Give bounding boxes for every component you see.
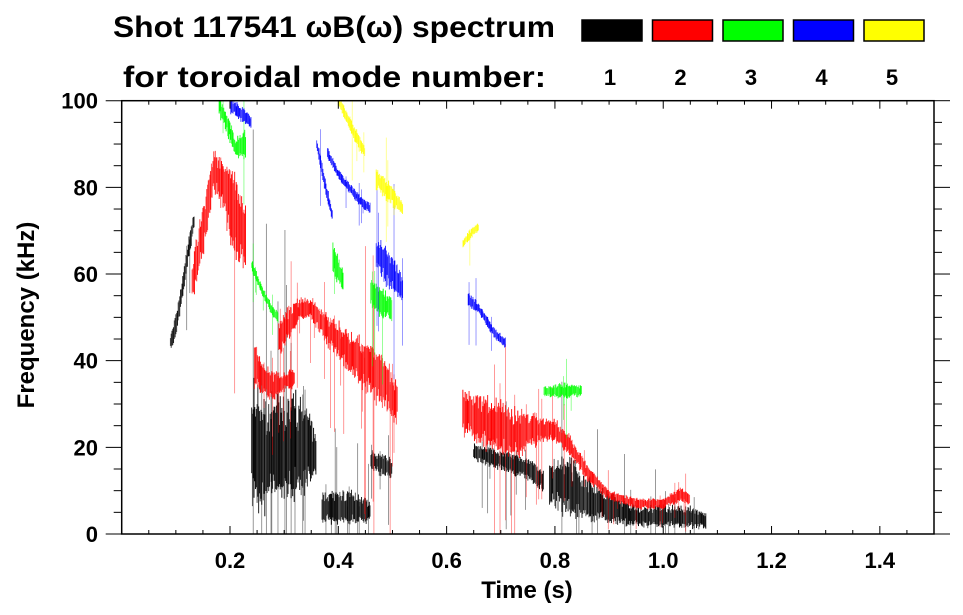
legend-swatch-mode-1	[581, 19, 643, 42]
axes: 0.2 0.4 0.6 0.8 1.0 1.2 1.4 0 20 40 60 80 100	[61, 89, 950, 573]
x-tick-label: 1.0	[648, 548, 679, 573]
legend-label-mode-5: 5	[886, 65, 898, 90]
y-tick-label: 60	[74, 262, 98, 287]
mode-1-series	[169, 129, 707, 534]
x-tick-label: 0.2	[215, 548, 246, 573]
legend-label-mode-3: 3	[745, 65, 757, 90]
x-tick-label: 0.6	[431, 548, 462, 573]
y-tick-label: 40	[74, 349, 98, 374]
legend-swatch-mode-3	[722, 19, 784, 42]
chart-title: Shot 117541 ωB(ω) spectrum	[113, 11, 555, 44]
y-tick-label: 80	[74, 175, 98, 200]
x-tick-label: 0.4	[323, 548, 354, 573]
legend-label-mode-4: 4	[815, 65, 828, 90]
x-tick-label: 1.4	[865, 548, 896, 573]
legend-swatch-mode-4	[792, 19, 855, 42]
mode-3-series	[218, 100, 582, 439]
mode-5-series	[337, 100, 479, 266]
y-axis-label: Frequency (kHz)	[13, 222, 40, 409]
x-tick-label: 1.2	[756, 548, 787, 573]
legend-swatch-mode-5	[863, 19, 925, 42]
legend: 1 2 3 4 5	[581, 19, 925, 90]
y-tick-label: 0	[86, 522, 98, 547]
y-tick-label: 100	[61, 89, 98, 114]
mode-4-series	[229, 100, 506, 380]
y-tick-label: 20	[74, 435, 98, 460]
x-tick-label: 0.8	[540, 548, 571, 573]
x-axis-label: Time (s)	[481, 577, 573, 604]
legend-label-mode-2: 2	[674, 65, 686, 90]
legend-label-mode-1: 1	[604, 65, 616, 90]
spectrum-marks	[169, 100, 707, 534]
chart-subtitle: for toroidal mode number:	[123, 61, 546, 94]
mode-2-series	[191, 150, 691, 534]
legend-swatch-mode-2	[651, 19, 714, 42]
